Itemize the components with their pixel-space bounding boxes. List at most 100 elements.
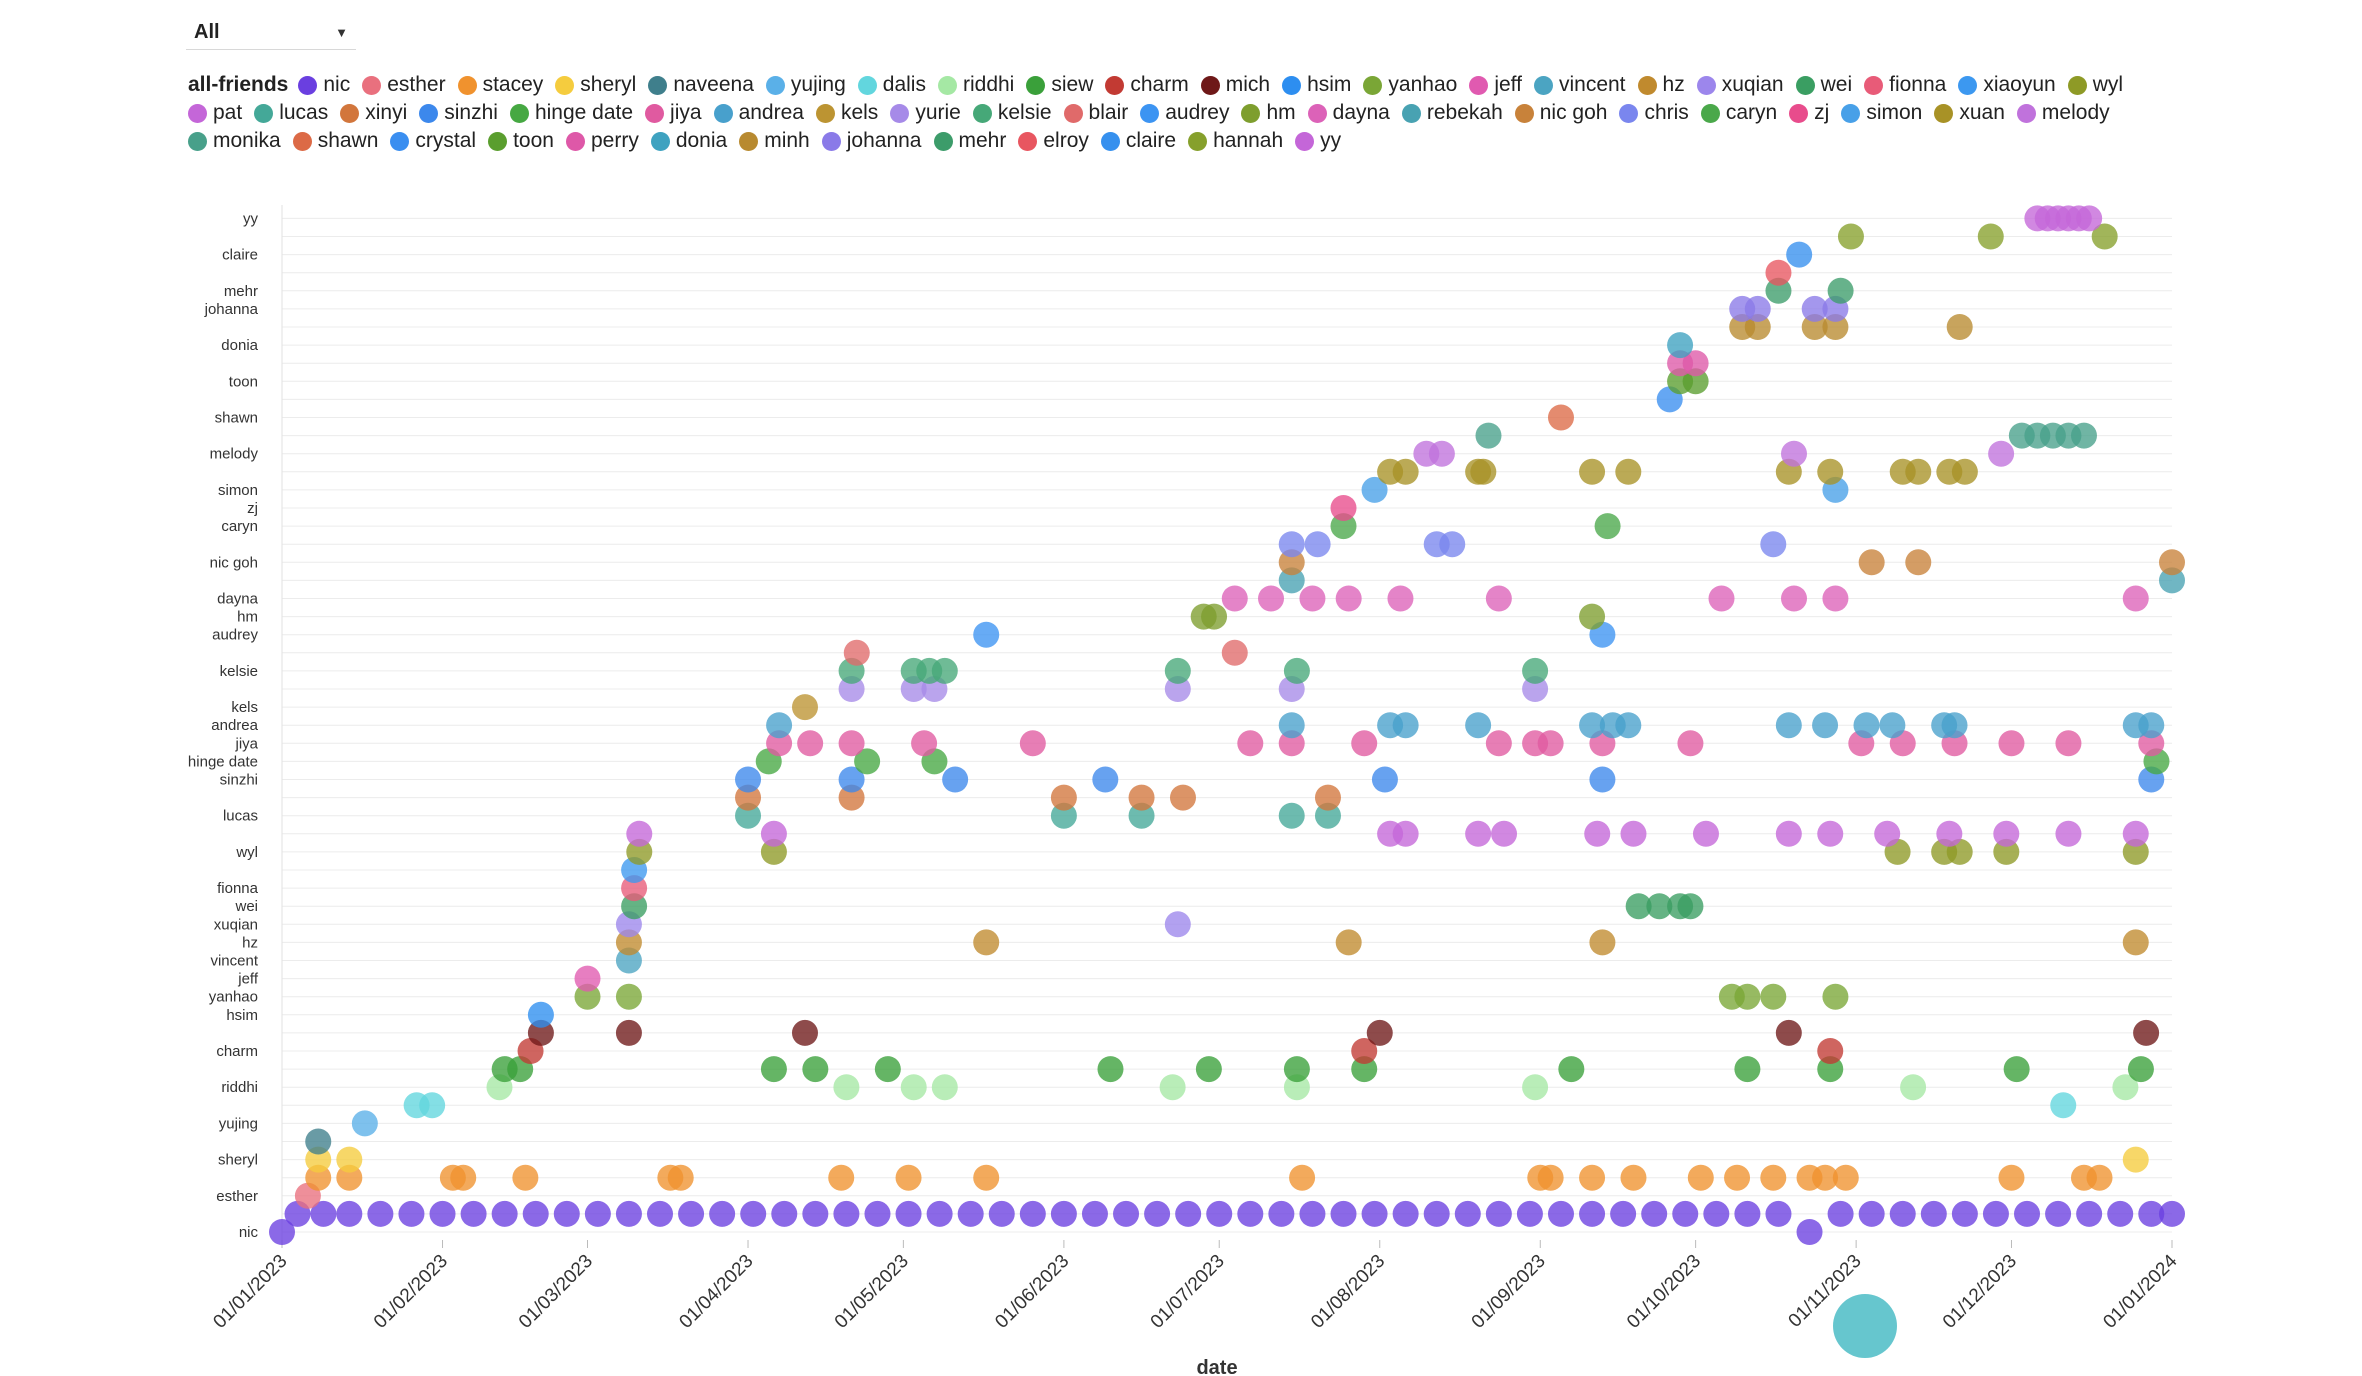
legend-item[interactable]: wei [1795, 72, 1852, 98]
data-point-siew[interactable] [760, 1056, 787, 1083]
data-point-nic[interactable] [367, 1200, 394, 1227]
data-point-pat[interactable] [1465, 820, 1492, 847]
data-point-mich[interactable] [1366, 1019, 1393, 1046]
legend-item[interactable]: blair [1063, 100, 1128, 126]
friend-filter-select[interactable]: All ▼ [186, 16, 356, 50]
data-point-blair[interactable] [843, 639, 870, 666]
data-point-nic[interactable] [1237, 1200, 1264, 1227]
data-point-xuan[interactable] [1392, 458, 1419, 485]
legend-item[interactable]: yujing [765, 72, 846, 98]
data-point-hannah[interactable] [1977, 223, 2004, 250]
data-point-jiya[interactable] [797, 730, 824, 757]
data-point-riddhi[interactable] [900, 1074, 927, 1101]
data-point-nic[interactable] [1392, 1200, 1419, 1227]
data-point-stacey[interactable] [336, 1164, 363, 1191]
data-point-nic[interactable] [1330, 1200, 1357, 1227]
data-point-andrea[interactable] [1465, 712, 1492, 739]
legend-item[interactable]: elroy [1018, 128, 1089, 154]
data-point-mich[interactable] [2133, 1019, 2160, 1046]
data-point-hz[interactable] [2122, 929, 2149, 956]
data-point-hm[interactable] [1579, 603, 1606, 630]
data-point-dayna[interactable] [1299, 585, 1326, 612]
data-point-rebekah[interactable] [1278, 567, 1305, 594]
legend-item[interactable]: caryn [1700, 100, 1777, 126]
data-point-yurie[interactable] [1164, 676, 1191, 702]
data-point-wyl[interactable] [626, 838, 653, 865]
data-point-siew[interactable] [2003, 1056, 2030, 1083]
data-point-nic[interactable] [269, 1219, 295, 1245]
data-point-dayna[interactable] [1335, 585, 1362, 612]
data-point-yanhao[interactable] [1822, 983, 1849, 1010]
data-point-nic[interactable] [647, 1200, 673, 1227]
data-point-elroy[interactable] [1765, 259, 1792, 286]
legend-item[interactable]: shawn [292, 128, 378, 154]
data-point-stacey[interactable] [2086, 1164, 2113, 1191]
data-point-xinyi[interactable] [735, 784, 762, 811]
legend-item[interactable]: sheryl [555, 72, 636, 98]
data-point-sheryl[interactable] [336, 1146, 363, 1173]
data-point-hannah[interactable] [1837, 223, 1864, 250]
data-point-nic[interactable] [615, 1200, 642, 1227]
data-point-riddhi[interactable] [931, 1074, 958, 1101]
data-point-charm[interactable] [1817, 1038, 1844, 1064]
data-point-nic[interactable] [1206, 1200, 1233, 1227]
data-point-siew[interactable] [2127, 1056, 2154, 1083]
data-point-nic[interactable] [1268, 1200, 1295, 1227]
data-point-xinyi[interactable] [1314, 784, 1341, 811]
data-point-nic[interactable] [1361, 1200, 1388, 1227]
legend-item[interactable]: esther [362, 72, 446, 98]
data-point-nic[interactable] [522, 1200, 549, 1227]
data-point-xuan[interactable] [1817, 458, 1844, 485]
data-point-hz[interactable] [973, 929, 1000, 956]
data-point-nic[interactable] [491, 1200, 518, 1227]
data-point-vincent[interactable] [615, 947, 642, 974]
data-point-nic[interactable] [1796, 1219, 1823, 1245]
data-point-nic[interactable] [1454, 1200, 1481, 1227]
data-point-lucas[interactable] [1314, 802, 1341, 829]
data-point-riddhi[interactable] [1522, 1074, 1549, 1101]
data-point-jeff[interactable] [574, 965, 601, 992]
data-point-andrea[interactable] [1392, 712, 1419, 739]
legend-item[interactable]: charm [1105, 72, 1189, 98]
data-point-andrea[interactable] [766, 712, 793, 739]
legend-item[interactable]: xinyi [340, 100, 407, 126]
data-point-nic[interactable] [1858, 1200, 1885, 1227]
legend-item[interactable]: naveena [648, 72, 754, 98]
data-point-nic[interactable] [429, 1200, 456, 1227]
legend-item[interactable]: fionna [1864, 72, 1946, 98]
legend-item[interactable]: kelsie [972, 100, 1052, 126]
data-point-yanhao[interactable] [615, 983, 642, 1010]
data-point-xuqian[interactable] [1164, 911, 1191, 938]
data-point-yanhao[interactable] [1734, 983, 1761, 1010]
data-point-dayna[interactable] [1221, 585, 1248, 612]
data-point-nic[interactable] [2014, 1200, 2041, 1227]
data-point-pat[interactable] [2055, 820, 2082, 847]
data-point-nic[interactable] [336, 1200, 363, 1227]
legend-item[interactable]: yanhao [1363, 72, 1457, 98]
legend-item[interactable]: jeff [1469, 72, 1522, 98]
data-point-xuan[interactable] [1905, 458, 1932, 485]
data-point-chris[interactable] [1278, 531, 1305, 558]
data-point-nic[interactable] [1703, 1200, 1730, 1227]
data-point-nic[interactable] [709, 1200, 736, 1227]
data-point-hsim[interactable] [527, 1001, 554, 1028]
legend-item[interactable]: sinzhi [419, 100, 498, 126]
data-point-johanna[interactable] [1744, 295, 1771, 322]
data-point-nic-goh[interactable] [1858, 549, 1885, 576]
data-point-pat[interactable] [1775, 820, 1802, 847]
data-point-nic[interactable] [2076, 1200, 2103, 1227]
legend-item[interactable]: xiaoyun [1958, 72, 2056, 98]
data-point-monika[interactable] [1475, 422, 1502, 449]
data-point-jiya[interactable] [1537, 730, 1564, 757]
legend-item[interactable]: kels [815, 100, 878, 126]
data-point-sheryl[interactable] [2122, 1146, 2149, 1173]
data-point-mich[interactable] [791, 1019, 818, 1046]
data-point-blair[interactable] [1221, 639, 1248, 666]
data-point-minh[interactable] [1801, 314, 1828, 340]
data-point-xuan[interactable] [1579, 458, 1606, 485]
legend-item[interactable]: perry [565, 128, 639, 154]
data-point-chris[interactable] [1439, 531, 1466, 558]
data-point-nic[interactable] [895, 1200, 922, 1227]
data-point-dayna[interactable] [1822, 585, 1849, 612]
data-point-xinyi[interactable] [838, 784, 865, 811]
